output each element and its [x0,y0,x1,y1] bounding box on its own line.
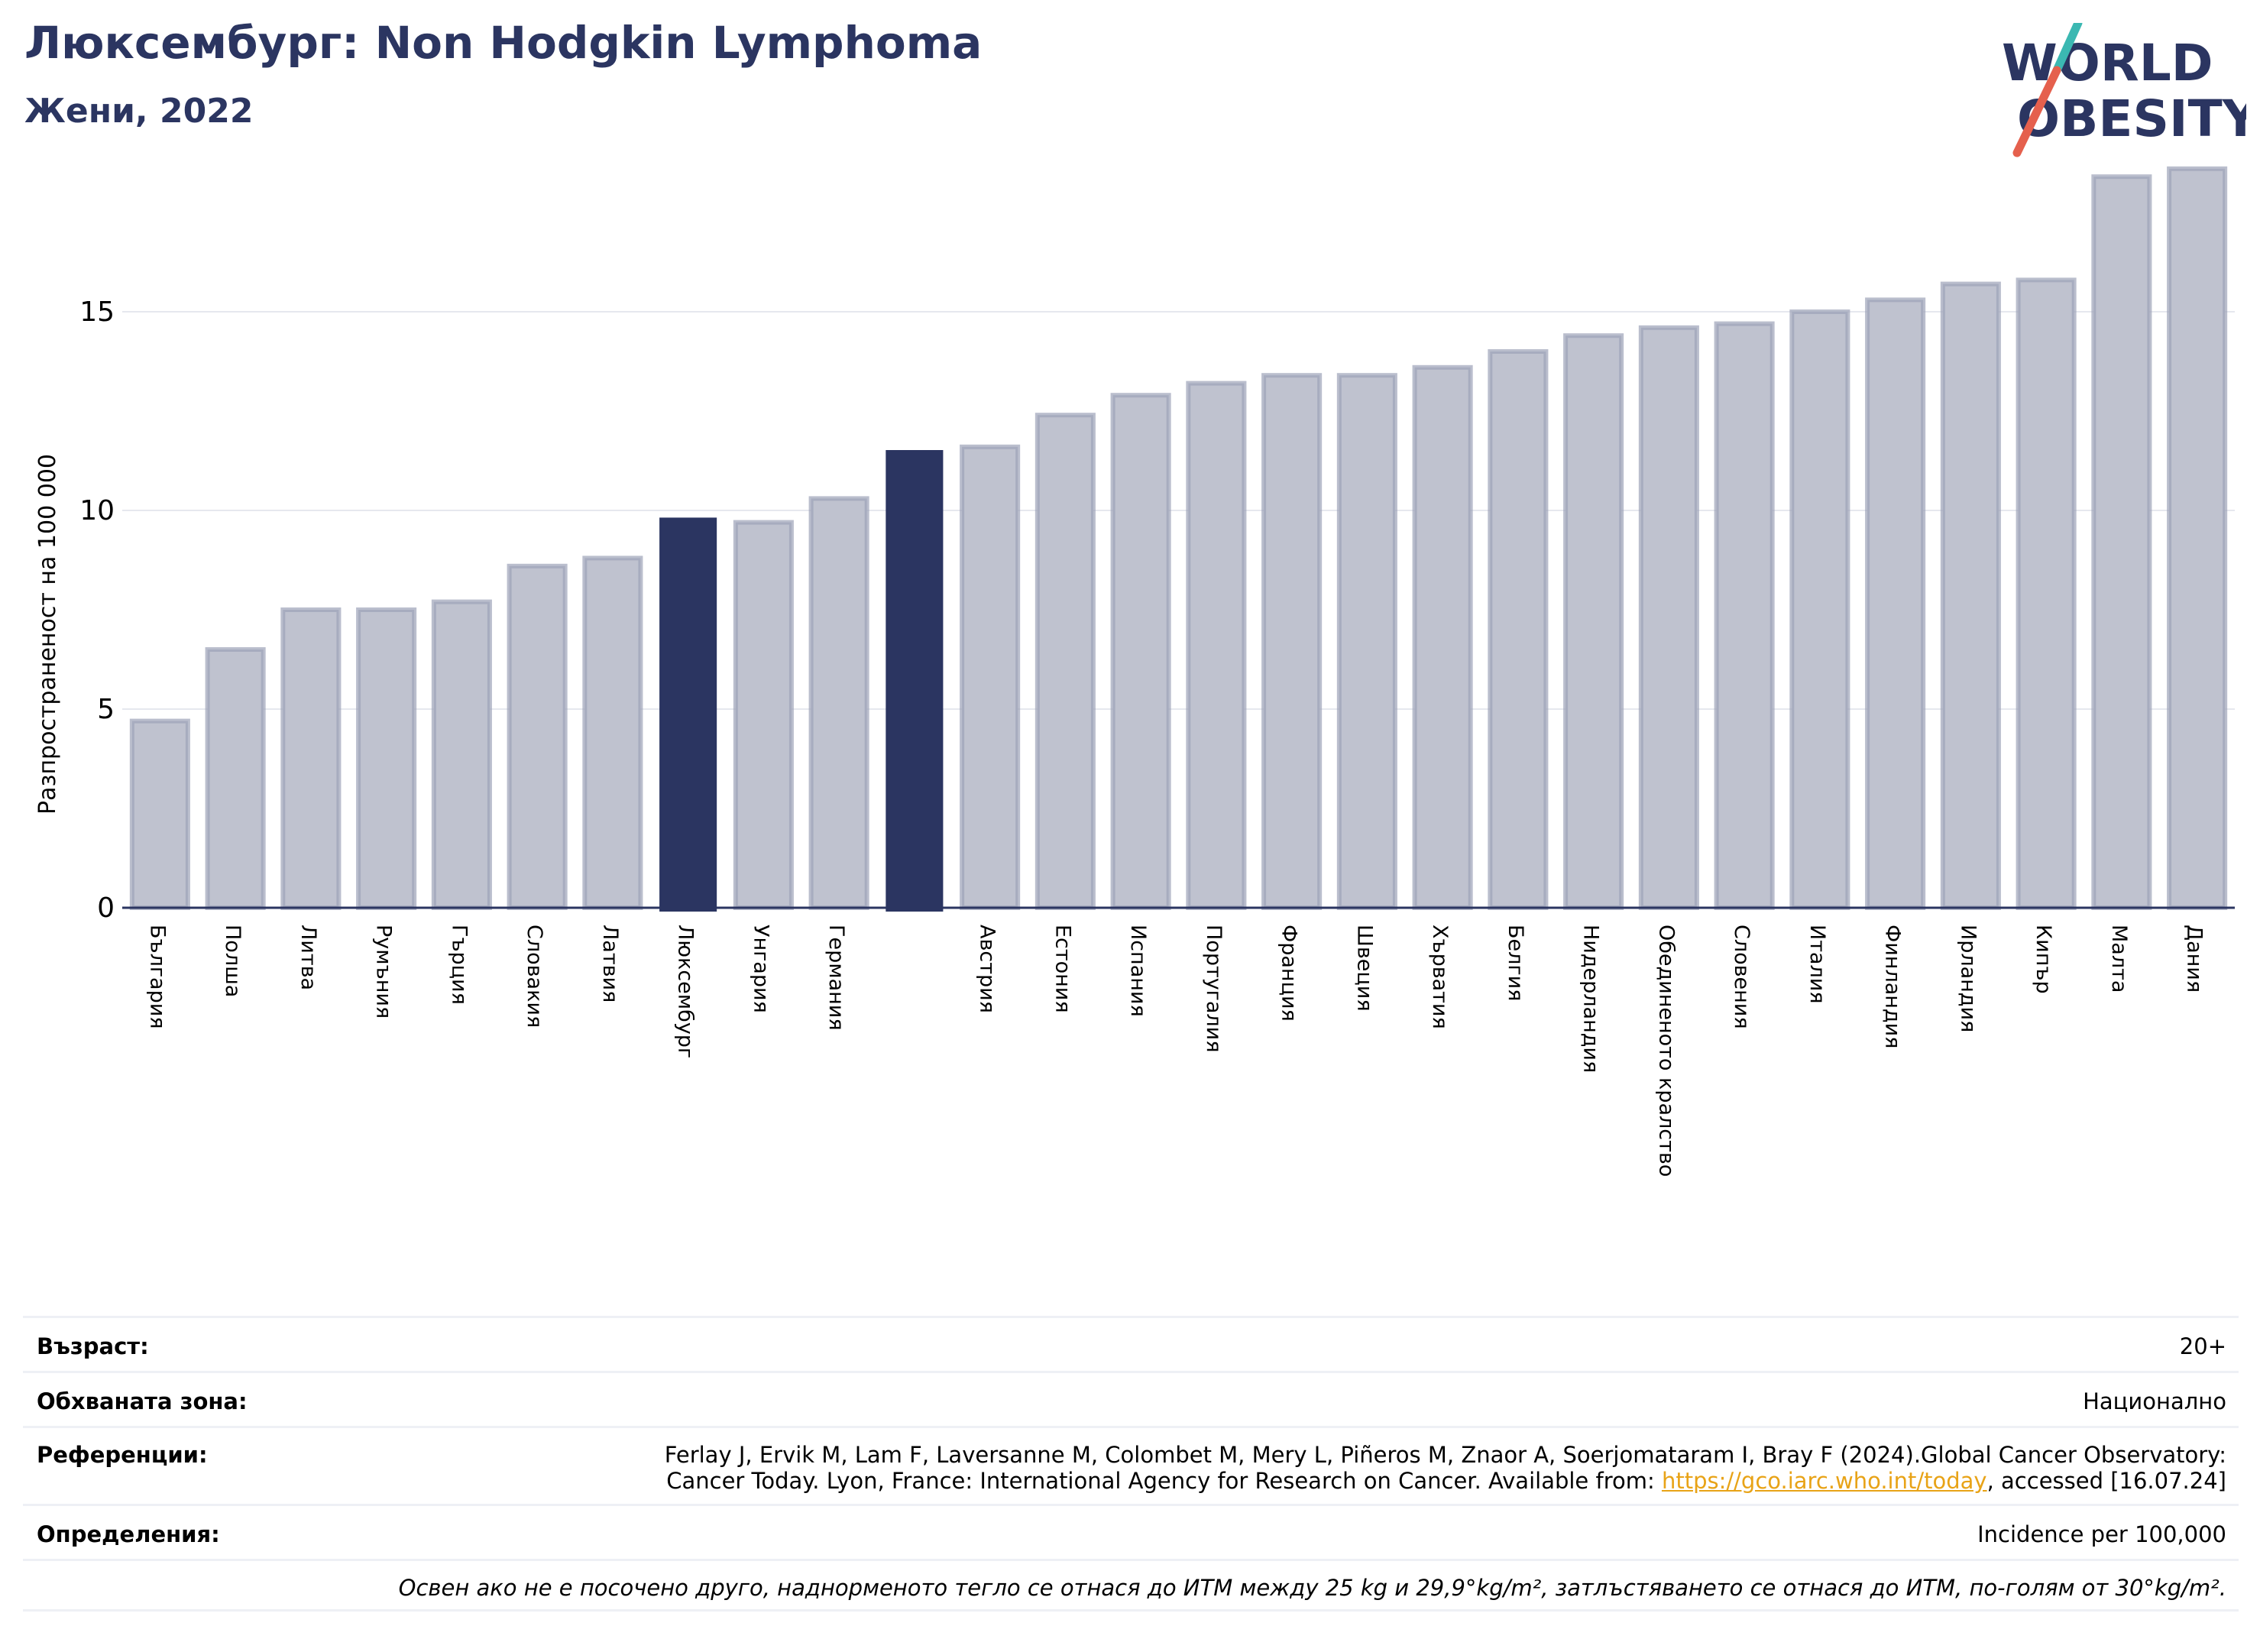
bar [1940,281,2001,911]
bar [1186,381,1247,911]
bar [1261,373,1323,910]
info-row-area: Обхваната зона: Национално [23,1371,2239,1426]
bar [2016,277,2077,910]
info-bottom-divider [23,1609,2239,1612]
bar [280,607,342,910]
x-tick-label: Румъния [372,925,396,1019]
bar-layer [129,166,2228,912]
logo-line2: OBESITY [2017,89,2246,148]
x-tick-label: Австрия [976,925,999,1013]
references-link[interactable]: https://gco.iarc.who.int/today [1661,1468,1987,1494]
bar [1714,321,1775,911]
bar [1336,373,1397,910]
x-tick-label: Словакия [523,925,546,1028]
world-obesity-logo: WORLD OBESITY [2002,23,2246,157]
references-line1: Ferlay J, Ervik M, Lam F, Laversanne M, … [664,1442,2226,1468]
info-table: Възраст: 20+ Обхваната зона: Национално … [23,1316,2239,1614]
bar [1865,297,1926,910]
x-tick-label: Малта [2107,925,2131,993]
x-tick-label: Дания [2183,925,2207,993]
bar [356,607,417,910]
bar-chart: 0 5 10 15 България Полша Литва Румъния Гърция Сло… [34,166,2235,1177]
bar [1488,349,1549,910]
bar [1412,364,1473,910]
bar [2091,174,2152,910]
axis-layer: 0 5 10 15 България Полша Литва Румъния Гърция Сло… [79,296,2235,1177]
bar [1110,393,1171,910]
bar [1638,325,1699,910]
area-label: Обхваната зона: [37,1388,248,1414]
bar [507,563,568,910]
info-row-note: Освен ако не е посочено друго, наднормен… [23,1559,2239,1614]
references-line2-pre: Cancer Today. Lyon, France: Internationa… [666,1468,1662,1494]
y-axis-label: Разпространеност на 100 000 [34,454,61,815]
x-tick-label: Белгия [1504,925,1527,1001]
bar [205,647,266,910]
x-tick-label: Литва [296,925,320,990]
info-row-age: Възраст: 20+ [23,1316,2239,1371]
x-tick-label: Ирландия [1956,925,1980,1032]
bar [1034,413,1096,910]
x-tick-label: Естония [1051,925,1074,1013]
bar [2167,166,2228,911]
x-tick-label: Швеция [1352,925,1376,1012]
info-row-definitions: Определения: Incidence per 100,000 [23,1504,2239,1559]
area-value: Национално [2083,1388,2226,1414]
logo-slash-red [2012,66,2061,157]
references-label: Референции: [37,1442,208,1468]
bar [129,718,190,910]
info-row-references: Референции: Ferlay J, Ervik M, Lam F, La… [23,1426,2239,1504]
bar [1789,309,1850,910]
x-tick-label: Германия [824,925,848,1031]
x-tick-label: Хърватия [1428,925,1452,1029]
page-subtitle: Жени, 2022 [24,92,254,131]
x-tick-label: Кипър [2032,925,2055,994]
y-tick-label: 10 [79,495,115,526]
bar [960,444,1021,910]
references-line2: Cancer Today. Lyon, France: Internationa… [665,1468,2226,1494]
bar [1563,333,1624,910]
bar-highlighted [886,450,944,912]
y-tick-label: 0 [97,892,115,924]
definitions-value: Incidence per 100,000 [1977,1521,2226,1547]
x-tick-label: Гърция [447,925,471,1005]
logo-line1: WORLD [2002,34,2213,92]
x-tick-label: Нидерландия [1579,925,1603,1073]
definitions-label: Определения: [37,1521,220,1547]
age-label: Възраст: [37,1333,149,1359]
page-title: Люксембург: Non Hodgkin Lymphoma [24,17,983,69]
bar [431,599,492,910]
x-tick-label: Люксембург [674,925,698,1058]
x-tick-label: България [145,925,169,1029]
bar [808,496,869,910]
footnote: Освен ако не е посочено друго, наднормен… [398,1575,2226,1601]
x-tick-label: Финландия [1881,925,1905,1048]
x-tick-label: Латвия [598,925,622,1003]
bar [733,520,794,910]
logo-slash-teal [2052,23,2083,75]
x-tick-label: Обединеното кралство [1654,925,1678,1177]
references-line2-post: , accessed [16.07.24] [1986,1468,2226,1494]
x-tick-label: Франция [1277,925,1301,1022]
x-tick-label: Унгария [749,925,772,1013]
x-tick-label: Словения [1730,925,1753,1029]
x-tick-label: Португалия [1202,925,1226,1052]
x-tick-label: Полша [221,925,244,997]
age-value: 20+ [2179,1333,2226,1359]
y-tick-label: 5 [97,694,115,725]
y-tick-label: 15 [79,296,115,328]
references-value: Ferlay J, Ervik M, Lam F, Laversanne M, … [665,1442,2226,1494]
x-tick-label: Италия [1805,925,1829,1004]
x-tick-label: Испания [1126,925,1150,1017]
bar [582,556,643,911]
bar-highlighted [659,517,717,912]
